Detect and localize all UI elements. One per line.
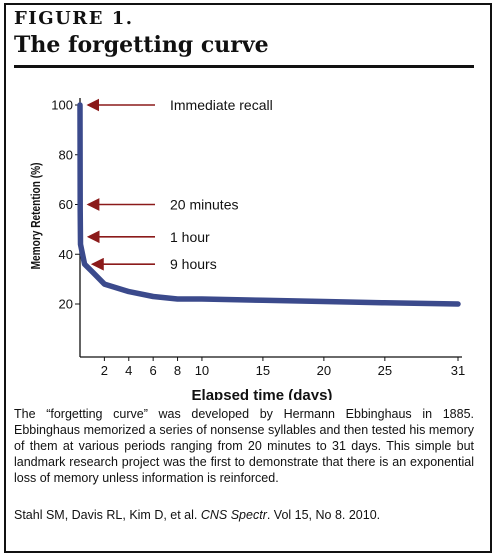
x-tick-label: 6: [150, 363, 157, 378]
forgetting-curve-chart: 20 40 60 80 100 2 4 6 8 10 15 20 25 31 Immediate reca…: [29, 97, 465, 400]
citation-details: . Vol 15, No 8. 2010.: [266, 508, 381, 522]
annotation-label: 20 minutes: [170, 197, 238, 213]
y-tick-label: 100: [51, 98, 73, 113]
annotation-label: 9 hours: [170, 256, 217, 272]
x-tick-label: 31: [451, 363, 465, 378]
x-tick-label: 15: [256, 363, 270, 378]
x-tick-label: 2: [101, 363, 108, 378]
y-axis-label: Memory Retention (%): [29, 162, 43, 269]
figure-caption: The “forgetting curve” was developed by …: [14, 407, 474, 485]
y-tick-label: 60: [59, 197, 73, 212]
y-tick-label: 40: [59, 247, 73, 262]
x-tick-label: 20: [317, 363, 331, 378]
annotation-label: 1 hour: [170, 229, 210, 245]
x-tick-label: 10: [195, 363, 209, 378]
y-tick-label: 20: [59, 297, 73, 312]
y-tick-label: 80: [59, 147, 73, 162]
citation: Stahl SM, Davis RL, Kim D, et al. CNS Sp…: [14, 508, 474, 522]
retention-curve: [77, 102, 461, 307]
citation-authors: Stahl SM, Davis RL, Kim D, et al.: [14, 508, 201, 522]
x-axis-label: Elapsed time (days): [192, 387, 333, 400]
annotations: Immediate recall 20 minutes 1 hour 9 hours: [86, 97, 273, 272]
x-tick-label: 4: [125, 363, 132, 378]
curve-layer: [77, 102, 461, 307]
axes: 20 40 60 80 100 2 4 6 8 10 15 20 25 31: [51, 98, 465, 379]
title-divider: [14, 65, 474, 68]
figure-frame: [4, 3, 492, 553]
x-tick-label: 25: [378, 363, 392, 378]
x-tick-label: 8: [174, 363, 181, 378]
figure-title: The forgetting curve: [14, 32, 269, 58]
citation-journal: CNS Spectr: [200, 508, 267, 522]
annotation-label: Immediate recall: [170, 97, 273, 113]
figure-label: FIGURE 1.: [14, 8, 134, 29]
